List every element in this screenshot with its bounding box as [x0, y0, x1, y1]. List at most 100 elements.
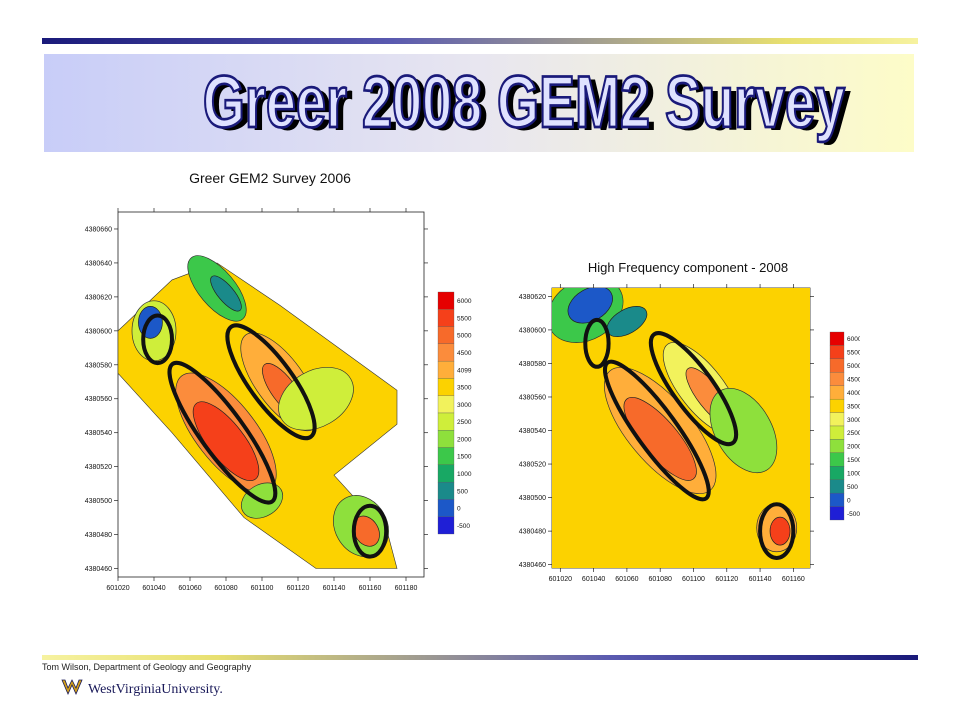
colorbar-label: 500 [847, 484, 858, 491]
colorbar-label: 0 [457, 506, 461, 513]
colorbar-label: 1000 [847, 471, 860, 478]
colorbar-label: 500 [457, 488, 468, 495]
contour-patch [210, 275, 242, 312]
y-tick-label: 4380540 [519, 428, 546, 435]
x-tick-label: 601160 [782, 576, 805, 583]
colorbar-swatch [437, 378, 455, 396]
y-tick-label: 4380620 [519, 294, 546, 301]
colorbar-swatch [437, 499, 455, 517]
x-tick-label: 601040 [142, 585, 165, 592]
ellipse-sw-long [167, 360, 278, 505]
colorbar-label: 4500 [457, 350, 472, 357]
colorbar-label: 1000 [457, 471, 472, 478]
x-tick-label: 601160 [359, 585, 382, 592]
ellipse-ne-long [225, 323, 317, 441]
colorbar-swatch [437, 447, 455, 466]
y-tick-label: 4380460 [85, 566, 112, 573]
colorbar-swatch [437, 395, 455, 414]
colorbar-label: 1500 [457, 454, 472, 461]
colorbar-label: 4000 [847, 390, 860, 397]
x-tick-label: 601140 [749, 576, 772, 583]
ellipse-ne-long [648, 331, 739, 447]
y-tick-label: 4380580 [519, 361, 546, 368]
x-tick-label: 601100 [251, 585, 274, 592]
colorbar-label: 4500 [847, 377, 860, 384]
colorbar-label: 2500 [847, 430, 860, 437]
y-tick-label: 4380600 [85, 328, 112, 335]
colorbar-swatch [829, 492, 845, 507]
colorbar-swatch [829, 439, 845, 454]
bottom-rule [42, 655, 918, 660]
y-tick-label: 4380580 [85, 362, 112, 369]
anomaly-ellipses [141, 313, 389, 559]
footer-author: Tom Wilson, Department of Geology and Ge… [42, 662, 252, 672]
chart-title: Greer GEM2 Survey 2006 [189, 170, 351, 186]
colorbar-swatch [829, 358, 845, 373]
logo-wordmark: WestVirginiaUniversity. [88, 682, 223, 697]
colorbar-swatch [829, 398, 845, 413]
y-tick-label: 4380460 [519, 562, 546, 569]
y-tick-label: 4380560 [85, 396, 112, 403]
colorbar-label: 5000 [847, 363, 860, 370]
colorbar-swatch [437, 464, 455, 483]
y-tick-label: 4380560 [519, 394, 546, 401]
x-axis: 601020 601040 601060 601080 601100 601120 6011… [549, 284, 805, 583]
colorbar-swatch [829, 331, 845, 346]
y-tick-label: 4380640 [85, 260, 112, 267]
colorbar-swatch [829, 372, 845, 386]
ellipse-se [758, 502, 796, 560]
contour-map-2006: Greer GEM2 Survey 2006 601020 601040 60106… [85, 170, 472, 592]
colorbar-swatch [829, 479, 845, 494]
colorbar-swatch [437, 326, 455, 345]
colorbar-swatch [437, 343, 455, 362]
y-tick-label: 4380660 [85, 226, 112, 233]
y-tick-label: 4380540 [85, 430, 112, 437]
colorbar-label: 4099 [457, 367, 472, 374]
ellipse-nw [583, 317, 611, 369]
x-tick-label: 601180 [395, 585, 418, 592]
colorbar-label: 3500 [457, 385, 472, 392]
ellipse-nw [141, 313, 174, 366]
colorbar-label: 6000 [457, 298, 472, 305]
y-tick-label: 4380600 [519, 327, 546, 334]
x-tick-label: 601120 [287, 585, 310, 592]
colorbar-swatch [437, 481, 455, 500]
anomaly-ellipses [583, 317, 796, 560]
contour-map-2008: High Frequency component - 2008 601020 60… [519, 260, 860, 583]
colorbar-swatch [437, 309, 455, 327]
colorbar-label: 6000 [847, 336, 860, 343]
y-tick-label: 4380520 [519, 462, 546, 469]
y-axis: 4380660 4380640 4380620 4380600 4380580 43805… [85, 226, 428, 573]
chart-title: High Frequency component - 2008 [588, 260, 788, 275]
y-tick-label: 4380480 [519, 529, 546, 536]
y-tick-label: 4380520 [85, 464, 112, 471]
colorbar-swatch [829, 345, 845, 360]
colorbar: 6000550050004500409935003000250020001500… [437, 291, 472, 535]
colorbar: 6000550050004500400035003000250020001500… [829, 331, 860, 521]
x-axis: 601020 601040 601060 601080 601100 601120 6011… [106, 208, 418, 592]
colorbar-swatch [437, 291, 455, 310]
colorbar-swatch [437, 412, 455, 431]
colorbar-label: 5500 [457, 315, 472, 322]
y-axis: 4380620 4380600 4380580 4380560 4380540 43805… [519, 294, 814, 569]
colorbar-swatch [829, 452, 845, 467]
colorbar-swatch [829, 506, 845, 521]
x-tick-label: 601020 [106, 585, 129, 592]
y-tick-label: 4380620 [85, 294, 112, 301]
ellipse-sw-long [603, 359, 711, 502]
colorbar-label: 3500 [847, 403, 860, 410]
y-tick-label: 4380500 [519, 495, 546, 502]
slide-title-svg: Greer 2008 GEM2 Survey Greer 2008 GEM2 S… [202, 60, 852, 146]
colorbar-label: 2500 [457, 419, 472, 426]
colorbar-label: 3000 [457, 402, 472, 409]
slide-title-shadow: Greer 2008 GEM2 Survey [209, 64, 851, 146]
x-tick-label: 601120 [715, 576, 738, 583]
colorbar-label: 3000 [847, 417, 860, 424]
x-tick-label: 601080 [649, 576, 672, 583]
x-tick-label: 601100 [682, 576, 705, 583]
colorbar-swatch [829, 385, 845, 400]
x-tick-label: 601140 [323, 585, 346, 592]
colorbar-label: 0 [847, 497, 851, 504]
colorbar-label: -500 [847, 511, 860, 518]
y-tick-label: 4380500 [85, 498, 112, 505]
